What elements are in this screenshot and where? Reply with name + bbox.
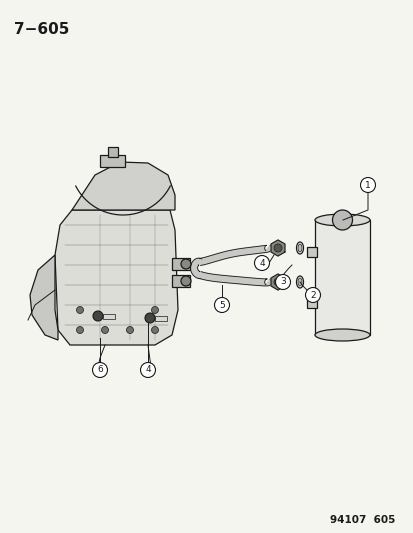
- Text: 1: 1: [364, 181, 370, 190]
- Circle shape: [254, 255, 269, 271]
- Circle shape: [305, 287, 320, 303]
- Circle shape: [151, 327, 158, 334]
- Polygon shape: [55, 210, 178, 345]
- Bar: [171, 275, 190, 287]
- Ellipse shape: [296, 242, 303, 254]
- Bar: [306, 247, 316, 257]
- Polygon shape: [199, 272, 271, 286]
- Circle shape: [126, 327, 133, 334]
- Circle shape: [275, 274, 290, 289]
- Bar: [314, 220, 369, 335]
- Circle shape: [76, 306, 83, 313]
- Text: 4: 4: [259, 259, 264, 268]
- Text: 5: 5: [218, 301, 224, 310]
- Circle shape: [93, 311, 103, 321]
- Ellipse shape: [297, 278, 301, 286]
- Text: 3: 3: [280, 278, 285, 287]
- Ellipse shape: [297, 244, 301, 252]
- Polygon shape: [271, 240, 284, 256]
- Circle shape: [76, 327, 83, 334]
- Polygon shape: [199, 245, 271, 265]
- Polygon shape: [30, 255, 58, 340]
- Circle shape: [214, 297, 229, 312]
- Circle shape: [180, 259, 190, 269]
- Circle shape: [273, 278, 281, 286]
- Circle shape: [101, 327, 108, 334]
- Text: 4: 4: [145, 366, 150, 375]
- Polygon shape: [72, 162, 175, 210]
- Text: 6: 6: [97, 366, 102, 375]
- Ellipse shape: [296, 276, 303, 288]
- Circle shape: [273, 244, 281, 252]
- Bar: [100, 155, 125, 167]
- Bar: [154, 316, 166, 321]
- Bar: [103, 314, 115, 319]
- Bar: [306, 298, 316, 308]
- Circle shape: [360, 177, 375, 192]
- Circle shape: [151, 306, 158, 313]
- Ellipse shape: [314, 214, 369, 226]
- Circle shape: [145, 313, 154, 323]
- Bar: [108, 147, 118, 157]
- Polygon shape: [271, 274, 284, 290]
- Circle shape: [332, 210, 351, 230]
- Circle shape: [180, 276, 190, 286]
- Ellipse shape: [314, 329, 369, 341]
- Text: 94107  605: 94107 605: [329, 515, 394, 525]
- Polygon shape: [190, 258, 201, 279]
- Text: 2: 2: [309, 290, 315, 300]
- Text: 7−605: 7−605: [14, 22, 69, 37]
- Circle shape: [140, 362, 155, 377]
- Circle shape: [92, 362, 107, 377]
- Bar: [171, 258, 190, 270]
